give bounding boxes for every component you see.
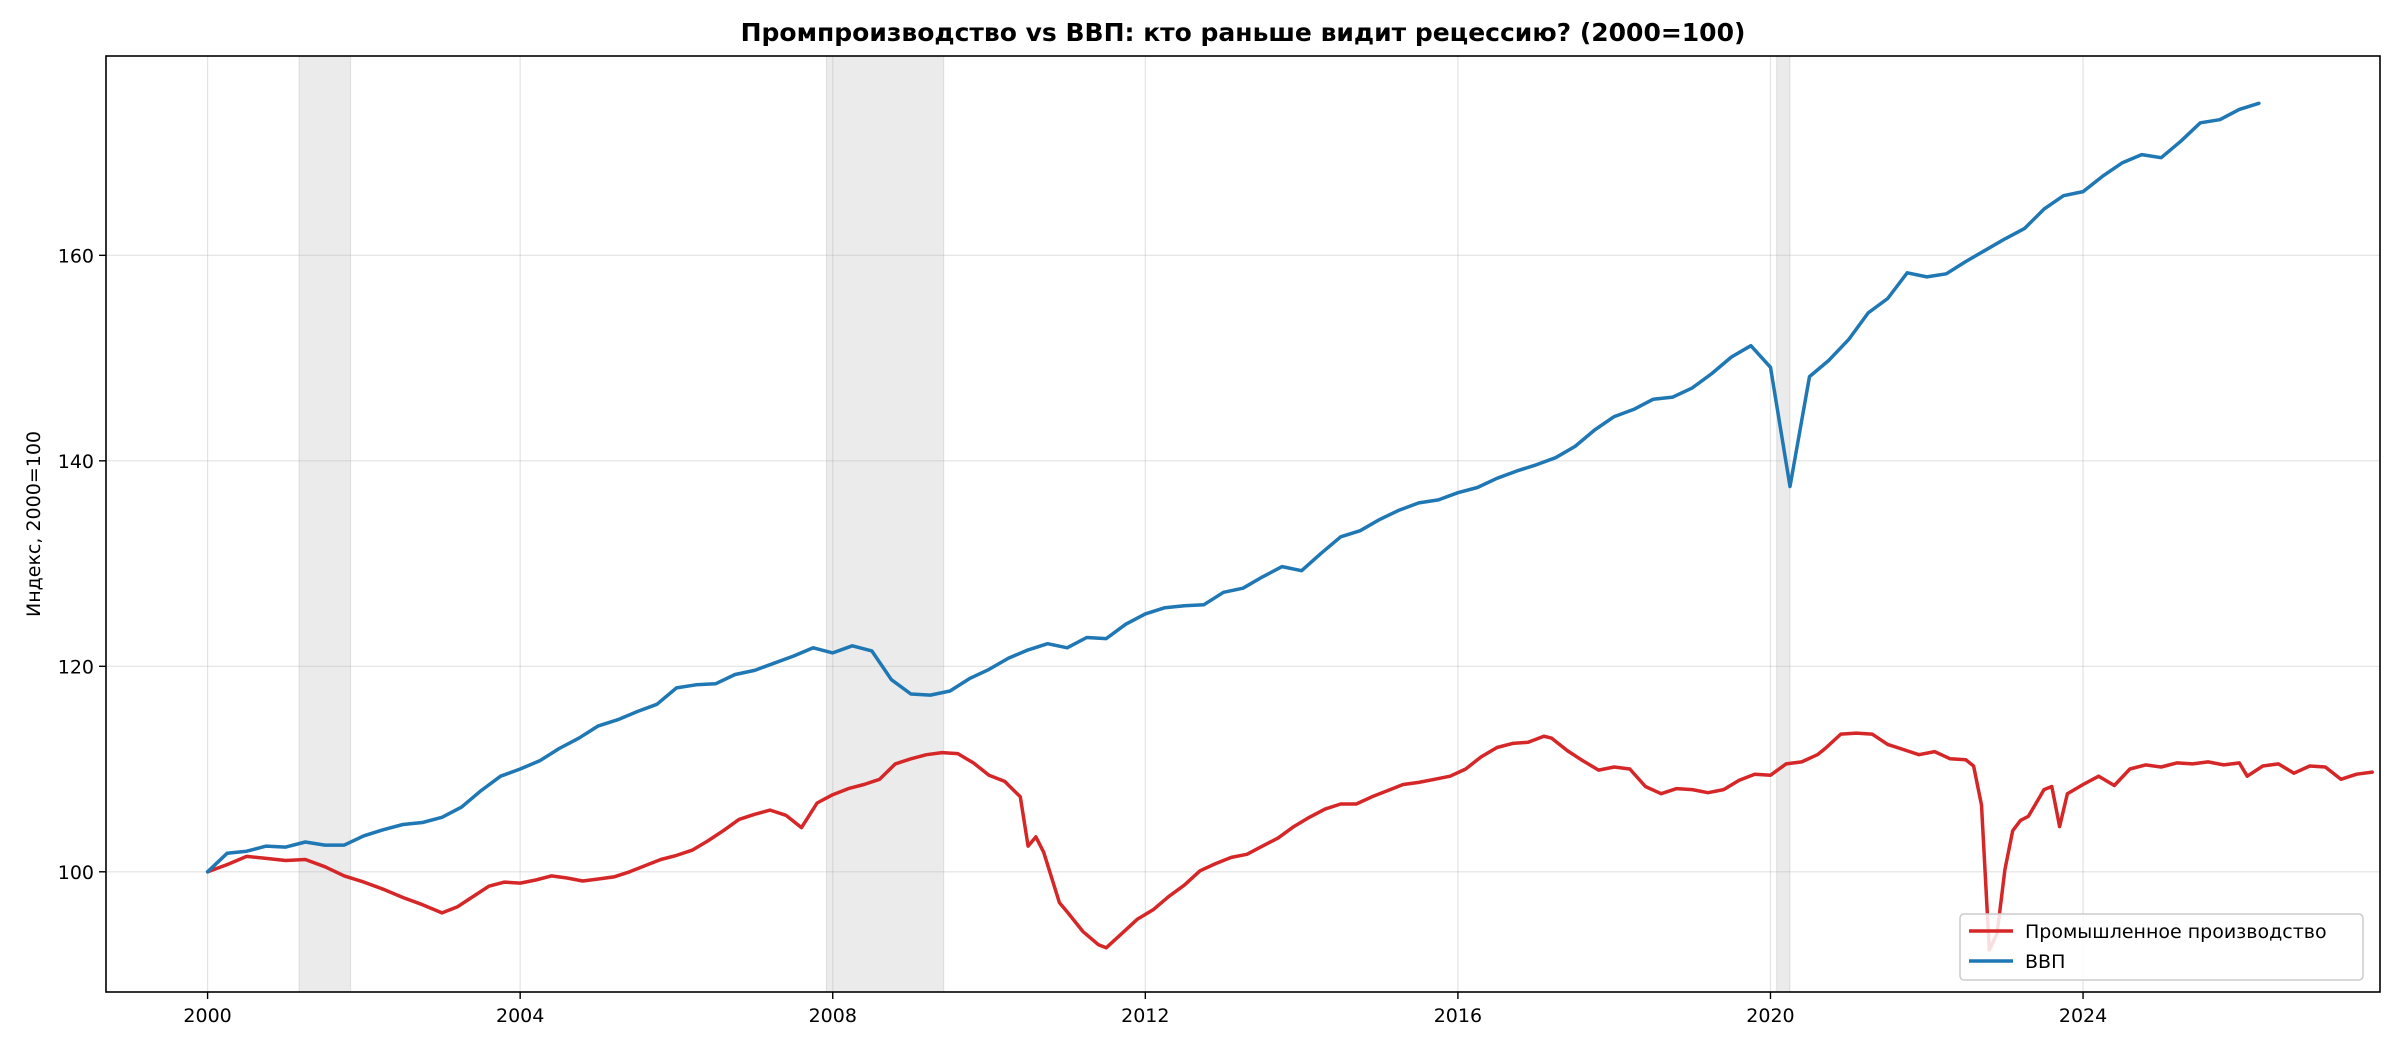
- series-line-industrial-production: [205, 731, 2374, 952]
- legend-label-gdp: ВВП: [2025, 951, 2065, 973]
- x-tick-label: 2000: [183, 1005, 231, 1027]
- legend-label-industrial: Промышленное производство: [2025, 921, 2327, 943]
- x-tick-label: 2020: [1746, 1005, 1794, 1027]
- x-tick-label: 2016: [1434, 1005, 1482, 1027]
- y-axis: 100 120 140 160: [58, 245, 106, 884]
- legend: Промышленное производство ВВП: [1959, 913, 2364, 981]
- y-tick-label: 100: [58, 862, 94, 884]
- plot-background: [106, 56, 2380, 992]
- y-axis-label: Индекс, 2000=100: [23, 431, 45, 617]
- recession-band-0: [298, 55, 352, 993]
- series-line-gdp: [205, 101, 2261, 874]
- plot-frame: [105, 55, 2381, 993]
- chart-title: Промпроизводство vs ВВП: кто раньше види…: [741, 18, 1746, 47]
- series-lines: [205, 101, 2374, 952]
- y-tick-label: 120: [58, 656, 94, 678]
- grid: [106, 56, 2380, 992]
- y-tick-label: 140: [58, 451, 94, 473]
- x-tick-label: 2004: [496, 1005, 544, 1027]
- x-tick-label: 2012: [1121, 1005, 1169, 1027]
- y-tick-label: 160: [58, 245, 94, 267]
- recession-band-1: [825, 55, 945, 993]
- legend-box: [1959, 913, 2364, 981]
- recession-band-2: [1776, 55, 1791, 993]
- x-axis: 2000 2004 2008 2012 2016 2020 2024: [183, 992, 2107, 1027]
- x-tick-label: 2024: [2059, 1005, 2107, 1027]
- x-tick-label: 2008: [809, 1005, 857, 1027]
